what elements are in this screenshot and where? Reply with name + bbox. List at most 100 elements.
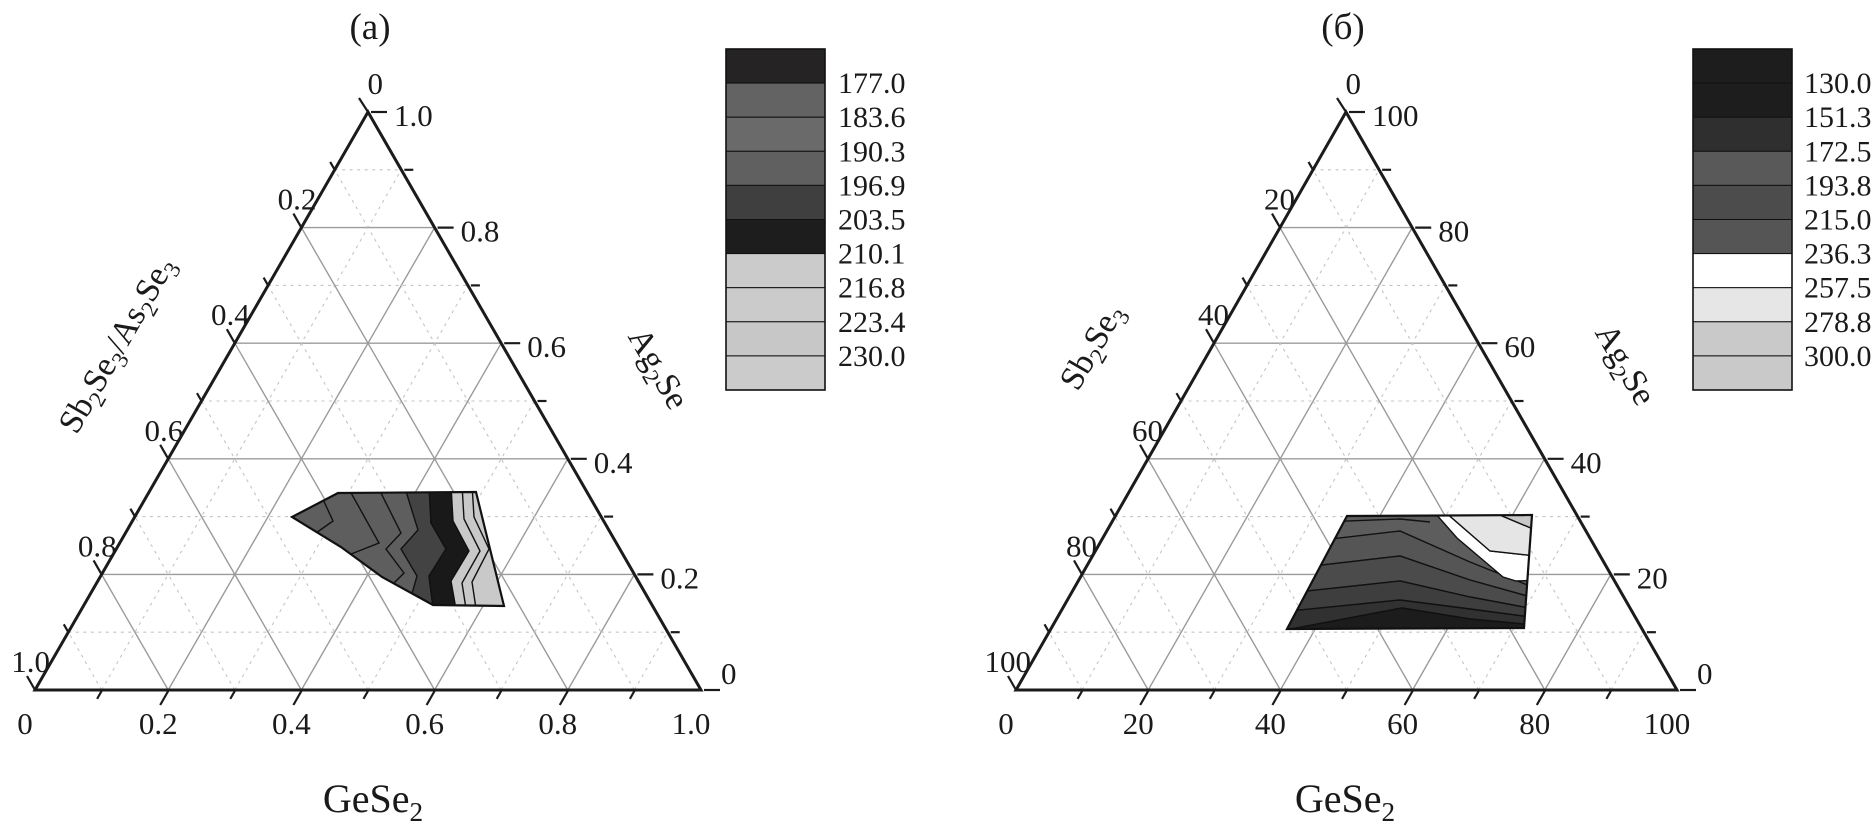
left-axis-tick bbox=[262, 276, 270, 286]
left-axis-tick bbox=[1271, 213, 1281, 229]
colorbar-band bbox=[1692, 150, 1793, 186]
panel-a: 0 1.0 0 0.2 0.8 0.2 0.4 0.6 0.4 0.6 0.4 0.6 0.8 0.2 0.… bbox=[11, 48, 906, 827]
colorbar-label: 151.3 bbox=[1804, 101, 1872, 134]
contour-region-border bbox=[1285, 513, 1534, 631]
colorbar-band bbox=[1692, 82, 1793, 118]
grid-minor-line bbox=[1048, 631, 1083, 691]
left-axis-tick-label: 0.8 bbox=[78, 528, 117, 563]
bottom-axis-tick-label: 40 bbox=[1255, 706, 1286, 741]
left-axis-tick bbox=[1073, 559, 1083, 575]
contour-region-border bbox=[289, 490, 506, 608]
left-axis-tick-label: 0.4 bbox=[211, 297, 250, 332]
colorbar-band bbox=[725, 116, 826, 152]
colorbar-band bbox=[1692, 287, 1793, 323]
contour-line bbox=[461, 492, 481, 606]
colorbar-label: 193.8 bbox=[1804, 169, 1872, 202]
right-axis-tick-label: 0.4 bbox=[594, 445, 633, 480]
grid-minor-line bbox=[334, 169, 635, 691]
colorbar-band bbox=[1692, 116, 1793, 152]
bottom-axis-tick bbox=[558, 690, 569, 706]
bottom-axis-tick bbox=[362, 690, 369, 700]
bottom-axis-tick bbox=[495, 690, 503, 700]
bottom-axis-tick-label: 0.8 bbox=[538, 706, 577, 741]
bottom-axis-tick bbox=[1403, 690, 1414, 706]
left-axis-title: Sb2Se3 bbox=[1053, 297, 1136, 399]
band-268 bbox=[1435, 515, 1532, 558]
grid-minor-line bbox=[267, 285, 502, 691]
bottom-axis-tick bbox=[1605, 690, 1612, 700]
bottom-axis-tick-label: 0.2 bbox=[139, 706, 178, 741]
colorbar-band bbox=[1692, 253, 1793, 289]
left-axis-tick bbox=[1139, 444, 1149, 460]
colorbar-label: 216.8 bbox=[838, 272, 906, 305]
ticks-a bbox=[26, 97, 720, 706]
grid-minor-line bbox=[201, 400, 369, 691]
grid-minor-line bbox=[1180, 400, 1347, 691]
grid-minor-line bbox=[1114, 516, 1215, 691]
grid-minor-line bbox=[1213, 285, 1446, 691]
left-axis-tick bbox=[159, 444, 170, 460]
ticks-b bbox=[1007, 97, 1696, 706]
left-axis-tick-label: 40 bbox=[1198, 297, 1229, 332]
colorbar-band bbox=[1692, 355, 1793, 391]
left-axis-tick bbox=[62, 623, 70, 633]
left-axis-tick-label: 0 bbox=[368, 66, 384, 101]
colorbar-label: 210.1 bbox=[838, 238, 906, 271]
right-axis-title: Ag2Se bbox=[1583, 318, 1663, 415]
grid-minor-line bbox=[101, 169, 402, 691]
bottom-axis-tick-label: 0 bbox=[998, 706, 1014, 741]
left-axis-tick bbox=[1043, 623, 1050, 633]
colorbar-label: 203.5 bbox=[838, 204, 906, 237]
right-axis-tick-label: 0.6 bbox=[527, 329, 566, 364]
contour-line bbox=[379, 492, 405, 591]
colorbar-band bbox=[725, 287, 826, 323]
colorbar-b: 130.0151.3172.5193.8215.0236.3257.5278.8… bbox=[1692, 48, 1872, 391]
right-axis-tick-label: 0.2 bbox=[660, 560, 699, 595]
colorbar-band bbox=[1692, 184, 1793, 220]
colorbar-band bbox=[1692, 321, 1793, 357]
colorbar-band bbox=[725, 48, 826, 84]
contour-line bbox=[345, 492, 381, 557]
right-axis-tick-label: 40 bbox=[1571, 445, 1602, 480]
tick-labels-a: 0 1.0 0 0.2 0.8 0.2 0.4 0.6 0.4 0.6 0.4 0.6 0.8 0.2 0.… bbox=[11, 66, 736, 741]
left-axis-tick-label: 0 bbox=[1346, 66, 1362, 101]
bottom-axis-tick-label: 60 bbox=[1387, 706, 1418, 741]
colorbar-band bbox=[725, 321, 826, 357]
bottom-axis-tick bbox=[1535, 690, 1546, 706]
contour-region-b bbox=[1287, 515, 1532, 629]
panel-b-title: (б) bbox=[1321, 7, 1365, 48]
left-axis-tick bbox=[1007, 675, 1017, 691]
left-axis-tick bbox=[129, 508, 136, 518]
grid-minor-line bbox=[500, 516, 602, 691]
left-axis-tick-label: 0.6 bbox=[144, 413, 183, 448]
colorbar-label: 236.3 bbox=[1804, 238, 1872, 271]
grid-minor-line bbox=[1478, 516, 1579, 691]
bottom-axis-tick bbox=[159, 690, 170, 706]
left-axis-tick bbox=[26, 675, 36, 691]
left-axis-tick bbox=[92, 559, 103, 575]
bottom-axis-tick bbox=[1271, 690, 1282, 706]
right-axis-tick-label: 0 bbox=[721, 656, 737, 691]
colorbar-label: 230.0 bbox=[838, 340, 906, 373]
bottom-axis-tick-label: 1.0 bbox=[672, 706, 711, 741]
grid-minor-line bbox=[67, 631, 103, 691]
bottom-axis-tick-label: 0.4 bbox=[272, 706, 311, 741]
colorbar-band bbox=[1692, 48, 1793, 84]
left-axis-tick bbox=[1241, 276, 1248, 286]
colorbar-border bbox=[725, 48, 826, 391]
bottom-axis-tick bbox=[1076, 690, 1084, 700]
bottom-axis-tick bbox=[229, 690, 236, 700]
colorbar-band bbox=[725, 355, 826, 391]
colorbar-band bbox=[725, 253, 826, 289]
contour-line bbox=[315, 494, 334, 534]
bottom-axis-tick bbox=[1473, 690, 1480, 700]
colorbar-label: 278.8 bbox=[1804, 306, 1872, 339]
right-axis-tick-label: 100 bbox=[1372, 98, 1419, 133]
bottom-axis-tick bbox=[292, 690, 303, 706]
colorbar-label: 190.3 bbox=[838, 135, 906, 168]
grid-major-line bbox=[300, 227, 569, 691]
bottom-axis-title: GeSe2 bbox=[323, 776, 423, 827]
